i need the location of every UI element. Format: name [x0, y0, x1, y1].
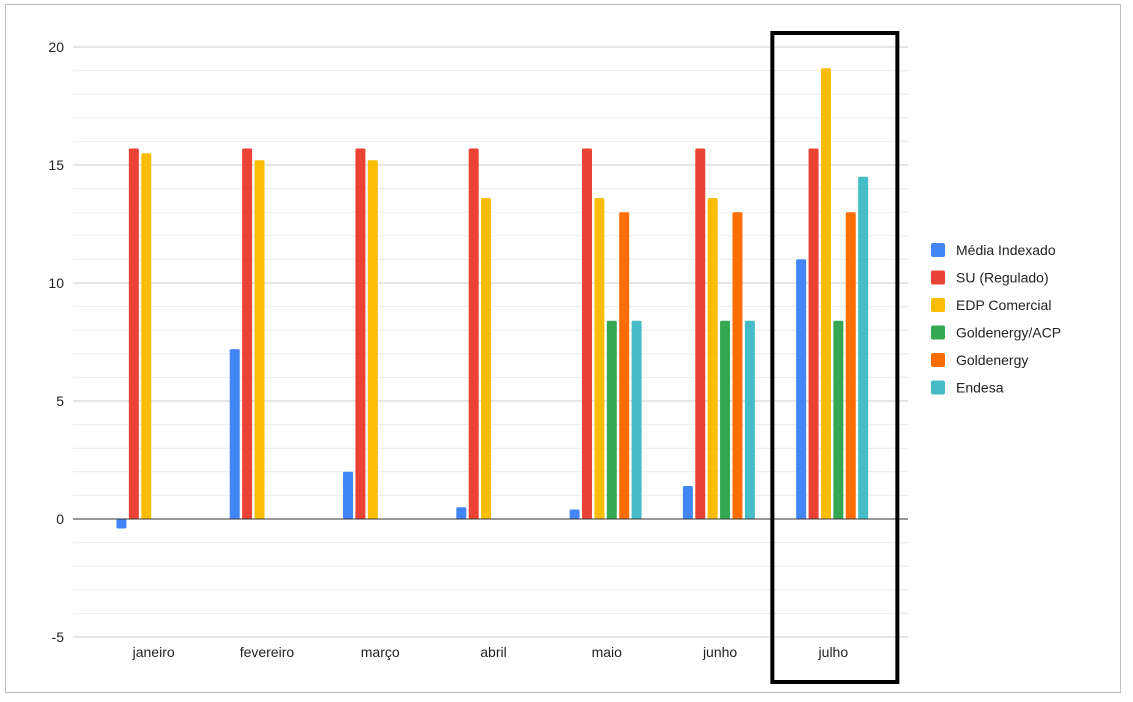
bar-janeiro-0[interactable]: [116, 519, 127, 529]
legend-swatch: [931, 243, 945, 257]
legend-swatch: [931, 353, 945, 367]
x-tick-label: maio: [592, 644, 623, 660]
legend-swatch: [931, 298, 945, 312]
bar-março-2[interactable]: [367, 160, 378, 519]
bar-maio-1[interactable]: [581, 148, 592, 520]
legend[interactable]: Média Indexado SU (Regulado) EDP Comercial…: [931, 242, 1061, 396]
legend-label[interactable]: Endesa: [956, 380, 1004, 396]
y-tick-label: 15: [48, 157, 64, 173]
legend-label[interactable]: Goldenergy/ACP: [956, 325, 1061, 341]
bar-fevereiro-2[interactable]: [254, 160, 265, 519]
highlight-box-julho: [770, 31, 900, 684]
bar-janeiro-1[interactable]: [128, 148, 139, 520]
legend-swatch: [931, 325, 945, 340]
bar-maio-3[interactable]: [606, 320, 617, 519]
bar-abril-2[interactable]: [481, 198, 492, 520]
x-axis-ticks: janeiro fevereiro março abril maio junho julho: [132, 644, 849, 660]
bar-fevereiro-1[interactable]: [242, 148, 253, 520]
bar-junho-5[interactable]: [744, 320, 755, 519]
y-axis-ticks: 20 15 10 5 0 -5: [48, 39, 64, 645]
x-tick-label: janeiro: [132, 644, 175, 660]
bar-fevereiro-0[interactable]: [229, 349, 240, 519]
bar-julho-3[interactable]: [833, 320, 844, 519]
y-tick-label: 0: [56, 511, 64, 527]
bar-abril-0[interactable]: [456, 507, 467, 519]
bar-abril-1[interactable]: [468, 148, 479, 520]
bar-maio-2[interactable]: [594, 198, 605, 520]
x-tick-label: julho: [818, 644, 849, 660]
bars: [116, 68, 869, 529]
bar-maio-0[interactable]: [569, 509, 580, 519]
bar-maio-4[interactable]: [619, 212, 630, 519]
bar-julho-5[interactable]: [858, 176, 869, 520]
y-tick-label: 10: [48, 275, 64, 291]
bar-janeiro-2[interactable]: [141, 153, 152, 519]
x-tick-label: fevereiro: [240, 644, 295, 660]
bar-julho-0[interactable]: [796, 259, 807, 519]
bar-junho-4[interactable]: [732, 212, 743, 519]
legend-swatch: [931, 270, 945, 285]
legend-label[interactable]: EDP Comercial: [956, 297, 1051, 313]
bar-julho-2[interactable]: [820, 68, 831, 520]
legend-label[interactable]: Goldenergy: [956, 352, 1028, 368]
x-tick-label: junho: [702, 644, 737, 660]
bar-maio-5[interactable]: [631, 320, 642, 519]
y-tick-label: -5: [52, 629, 65, 645]
bar-junho-1[interactable]: [695, 148, 706, 520]
bar-março-0[interactable]: [343, 471, 354, 519]
bar-junho-3[interactable]: [720, 320, 731, 519]
y-tick-label: 20: [48, 39, 64, 55]
legend-label[interactable]: SU (Regulado): [956, 270, 1049, 286]
bar-junho-0[interactable]: [682, 485, 693, 519]
bar-junho-2[interactable]: [707, 198, 718, 520]
bar-julho-4[interactable]: [845, 212, 856, 519]
legend-label[interactable]: Média Indexado: [956, 242, 1056, 258]
chart-frame: [5, 4, 1121, 693]
bar-março-1[interactable]: [355, 148, 366, 520]
bar-julho-1[interactable]: [808, 148, 819, 520]
x-tick-label: abril: [480, 644, 506, 660]
legend-swatch: [931, 380, 945, 395]
y-tick-label: 5: [56, 393, 64, 409]
x-tick-label: março: [361, 644, 400, 660]
